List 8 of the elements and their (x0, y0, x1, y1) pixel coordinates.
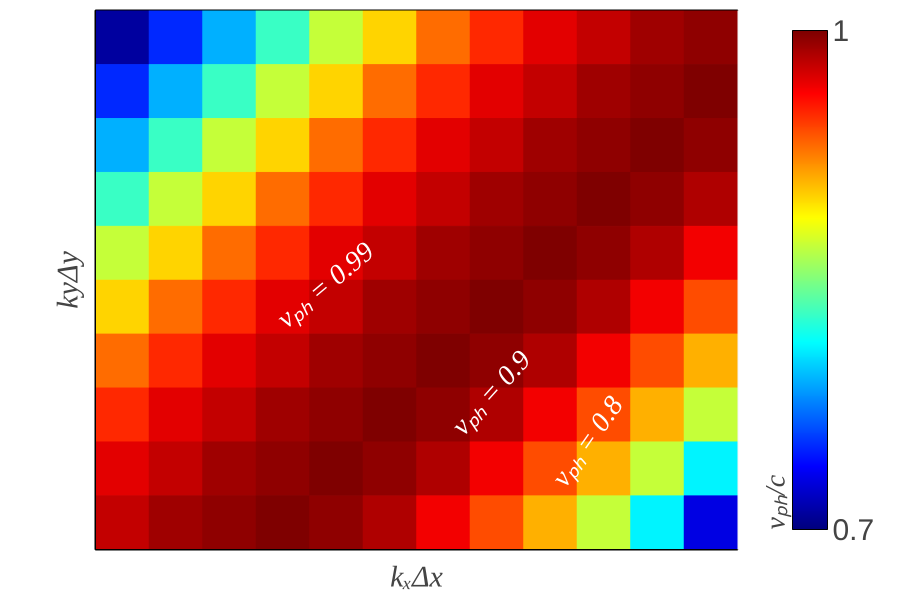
annotation: vₚₕ = 0.8 (546, 390, 630, 492)
color-bar-label: 0.7 (832, 514, 874, 547)
color-bar-title: vₚₕ/c (760, 474, 792, 530)
y-axis-title: kyΔy (52, 250, 84, 309)
annotation: vₚₕ = 0.9 (446, 344, 538, 442)
x-axis-title: kₓΔx (390, 560, 444, 594)
annotation: vₚₕ = 0.99 (271, 236, 380, 335)
color-bar-label: 1 (832, 15, 850, 48)
